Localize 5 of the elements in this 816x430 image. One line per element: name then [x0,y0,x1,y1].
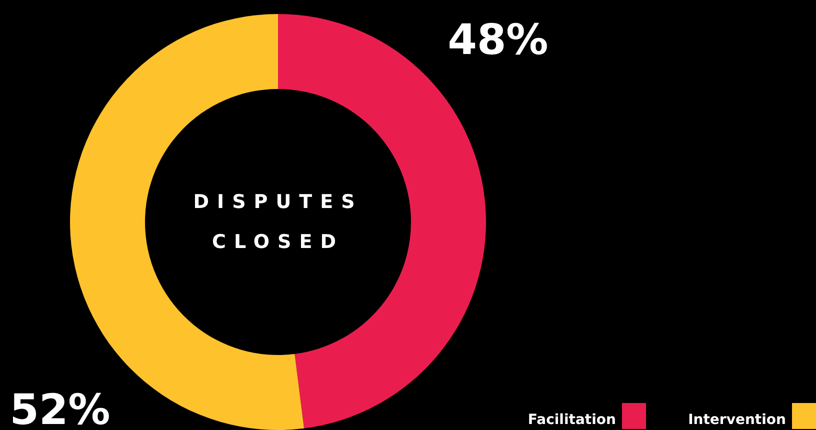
data-label: 52% [10,385,110,430]
legend-label: Facilitation [528,412,616,428]
legend-label: Intervention [688,412,786,428]
data-label: 48% [448,15,548,64]
text: DISPUTES CLOSED [193,191,363,253]
